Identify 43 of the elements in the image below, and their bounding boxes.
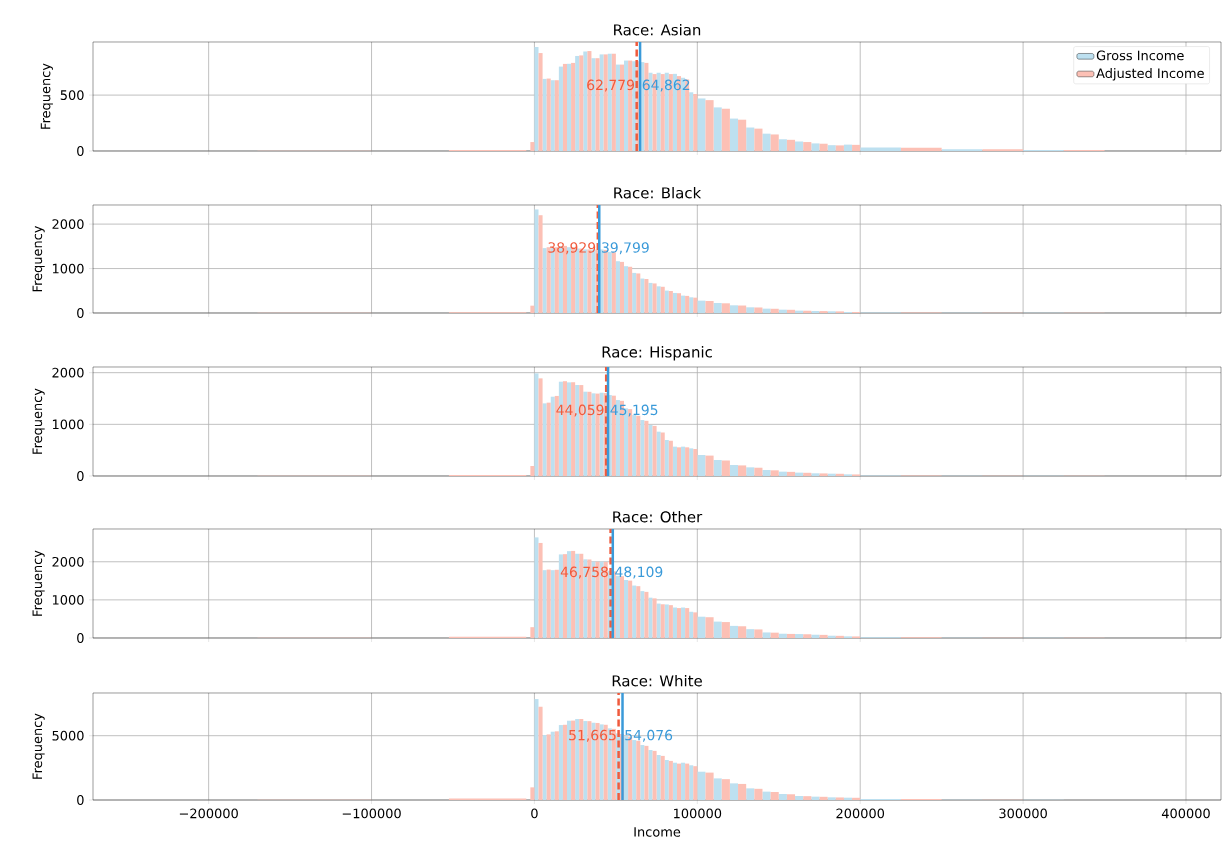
y-tick-label: 0	[77, 633, 84, 643]
legend-label: Adjusted Income	[1096, 68, 1204, 81]
x-tick-label: 200000	[836, 808, 885, 819]
y-tick-label: 5000	[52, 730, 84, 741]
ref-line-label: 44,059	[556, 404, 604, 417]
chart-title: Race: White	[612, 674, 702, 687]
y-tick-label: 1000	[52, 594, 84, 605]
y-tick-label: 2000	[52, 219, 84, 230]
x-tick-label: −200000	[179, 808, 238, 819]
y-axis-title: Frequency	[40, 63, 53, 129]
chart-title: Race: Black	[614, 186, 702, 199]
y-tick-label: 2000	[52, 367, 84, 378]
y-axis-title: Frequency	[32, 388, 45, 454]
y-axis-title: Frequency	[32, 225, 45, 292]
y-tick-label: 0	[77, 471, 84, 481]
ref-line-label: 46,758	[560, 566, 608, 579]
ref-line-label: 51,665	[569, 729, 616, 742]
y-tick-label: 0	[77, 795, 84, 805]
y-tick-label: 2000	[52, 556, 84, 567]
chart-title: Race: Asian	[614, 23, 701, 36]
y-tick-label: 1000	[52, 263, 84, 274]
x-tick-label: 400000	[1161, 808, 1210, 819]
ref-line-label: 45,195	[610, 404, 658, 417]
x-tick-label: 100000	[674, 808, 722, 819]
y-axis-title: Frequency	[32, 550, 45, 616]
y-tick-label: 500	[60, 90, 84, 100]
ref-line-label: 54,076	[625, 729, 673, 742]
y-tick-label: 0	[77, 308, 84, 318]
ref-line-label: 62,779	[587, 79, 634, 92]
y-tick-label: 0	[77, 146, 84, 156]
legend-label: Gross Income	[1096, 50, 1184, 61]
ref-line-label: 39,799	[602, 242, 649, 255]
x-tick-label: −100000	[342, 808, 401, 819]
ref-line-label: 38,929	[548, 242, 596, 255]
y-axis-title: Frequency	[32, 713, 45, 779]
x-tick-label: 0	[531, 808, 538, 819]
x-tick-label: 300000	[999, 808, 1047, 819]
x-axis-title: Income	[634, 827, 681, 837]
y-tick-label: 1000	[52, 419, 84, 430]
ref-line-label: 48,109	[615, 566, 663, 579]
ref-line-label: 64,862	[642, 79, 690, 92]
chart-title: Race: Other	[613, 510, 703, 523]
chart-title: Race: Hispanic	[602, 346, 712, 361]
